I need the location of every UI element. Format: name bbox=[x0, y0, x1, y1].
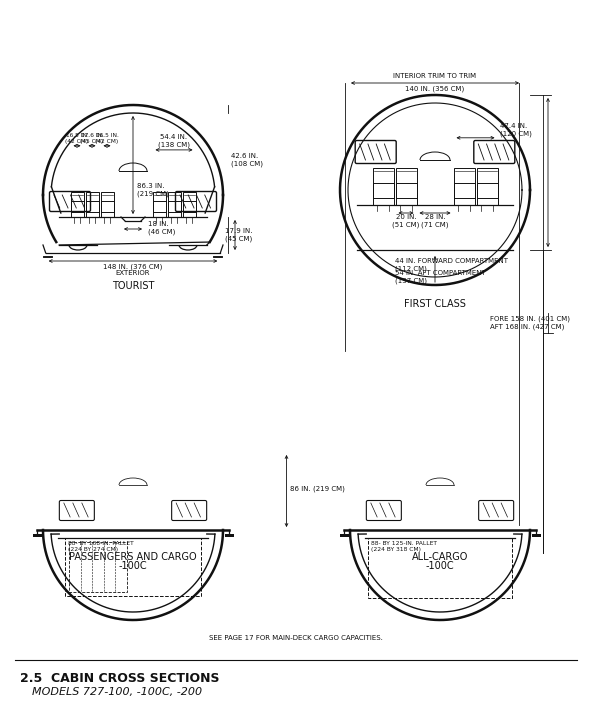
Text: 18 IN.
(46 CM): 18 IN. (46 CM) bbox=[148, 221, 175, 235]
Bar bbox=[372, 183, 394, 205]
Text: 88- BY 108-IN. PALLET
(224 BY 274 CM): 88- BY 108-IN. PALLET (224 BY 274 CM) bbox=[68, 541, 134, 552]
Text: 54 IN. AFT COMPARTMENT
(137 CM): 54 IN. AFT COMPARTMENT (137 CM) bbox=[395, 270, 486, 283]
Bar bbox=[85, 193, 98, 212]
Bar bbox=[168, 201, 181, 217]
Bar bbox=[168, 193, 181, 212]
Text: 88- BY 125-IN. PALLET
(224 BY 318 CM): 88- BY 125-IN. PALLET (224 BY 318 CM) bbox=[371, 541, 437, 552]
Text: -100C: -100C bbox=[426, 561, 454, 571]
Bar bbox=[182, 193, 195, 212]
Bar bbox=[101, 201, 114, 217]
Bar bbox=[453, 169, 475, 198]
Text: EXTERIOR: EXTERIOR bbox=[116, 270, 150, 276]
Text: INTERIOR TRIM TO TRIM: INTERIOR TRIM TO TRIM bbox=[394, 73, 477, 79]
Bar bbox=[69, 542, 127, 592]
Bar bbox=[70, 201, 83, 217]
Text: 86.3 IN.
(219 CM): 86.3 IN. (219 CM) bbox=[137, 183, 169, 197]
Text: 42.6 IN.
(108 CM): 42.6 IN. (108 CM) bbox=[231, 154, 263, 167]
Text: 16.5 IN.
(42 CM): 16.5 IN. (42 CM) bbox=[95, 133, 118, 143]
Bar bbox=[372, 169, 394, 198]
Bar bbox=[65, 538, 201, 596]
Bar bbox=[153, 201, 166, 217]
Text: -100C: -100C bbox=[118, 561, 147, 571]
Bar bbox=[153, 193, 166, 212]
Text: AFT 168 IN. (427 CM): AFT 168 IN. (427 CM) bbox=[490, 323, 564, 329]
Bar bbox=[101, 193, 114, 212]
Text: 44 IN. FORWARD COMPARTMENT
(112 CM): 44 IN. FORWARD COMPARTMENT (112 CM) bbox=[395, 258, 508, 272]
Text: 47.4 IN.
(120 CM): 47.4 IN. (120 CM) bbox=[500, 123, 532, 137]
Bar bbox=[395, 183, 417, 205]
Text: 28 IN.
(71 CM): 28 IN. (71 CM) bbox=[422, 214, 449, 228]
Text: 2.5  CABIN CROSS SECTIONS: 2.5 CABIN CROSS SECTIONS bbox=[20, 672, 220, 685]
Bar bbox=[368, 538, 512, 598]
Text: 140 IN. (356 CM): 140 IN. (356 CM) bbox=[406, 85, 465, 92]
Text: SEE PAGE 17 FOR MAIN-DECK CARGO CAPACITIES.: SEE PAGE 17 FOR MAIN-DECK CARGO CAPACITI… bbox=[209, 635, 383, 641]
Text: 20 IN.
(51 CM): 20 IN. (51 CM) bbox=[392, 214, 420, 228]
Text: MODELS 727-100, -100C, -200: MODELS 727-100, -100C, -200 bbox=[32, 687, 202, 697]
Text: 16.5 IN.
(42 CM): 16.5 IN. (42 CM) bbox=[65, 133, 89, 143]
Text: 17.6 IN.
(45 CM): 17.6 IN. (45 CM) bbox=[81, 133, 104, 143]
Bar bbox=[477, 169, 497, 198]
Text: FORE 158 IN. (401 CM): FORE 158 IN. (401 CM) bbox=[490, 315, 570, 322]
Bar bbox=[453, 183, 475, 205]
Bar bbox=[182, 201, 195, 217]
Text: TOURIST: TOURIST bbox=[112, 281, 154, 291]
Text: FIRST CLASS: FIRST CLASS bbox=[404, 299, 466, 309]
Text: ALL-CARGO: ALL-CARGO bbox=[412, 552, 468, 562]
Bar bbox=[477, 183, 497, 205]
Bar bbox=[70, 193, 83, 212]
Text: PASSENGERS AND CARGO: PASSENGERS AND CARGO bbox=[69, 552, 197, 562]
Text: 54.4 IN.
(138 CM): 54.4 IN. (138 CM) bbox=[158, 134, 190, 148]
Bar bbox=[85, 201, 98, 217]
Text: 148 IN. (376 CM): 148 IN. (376 CM) bbox=[104, 263, 163, 270]
Text: 86 IN. (219 CM): 86 IN. (219 CM) bbox=[289, 486, 345, 492]
Bar bbox=[395, 169, 417, 198]
Text: 17.9 IN.
(45 CM): 17.9 IN. (45 CM) bbox=[225, 229, 253, 242]
